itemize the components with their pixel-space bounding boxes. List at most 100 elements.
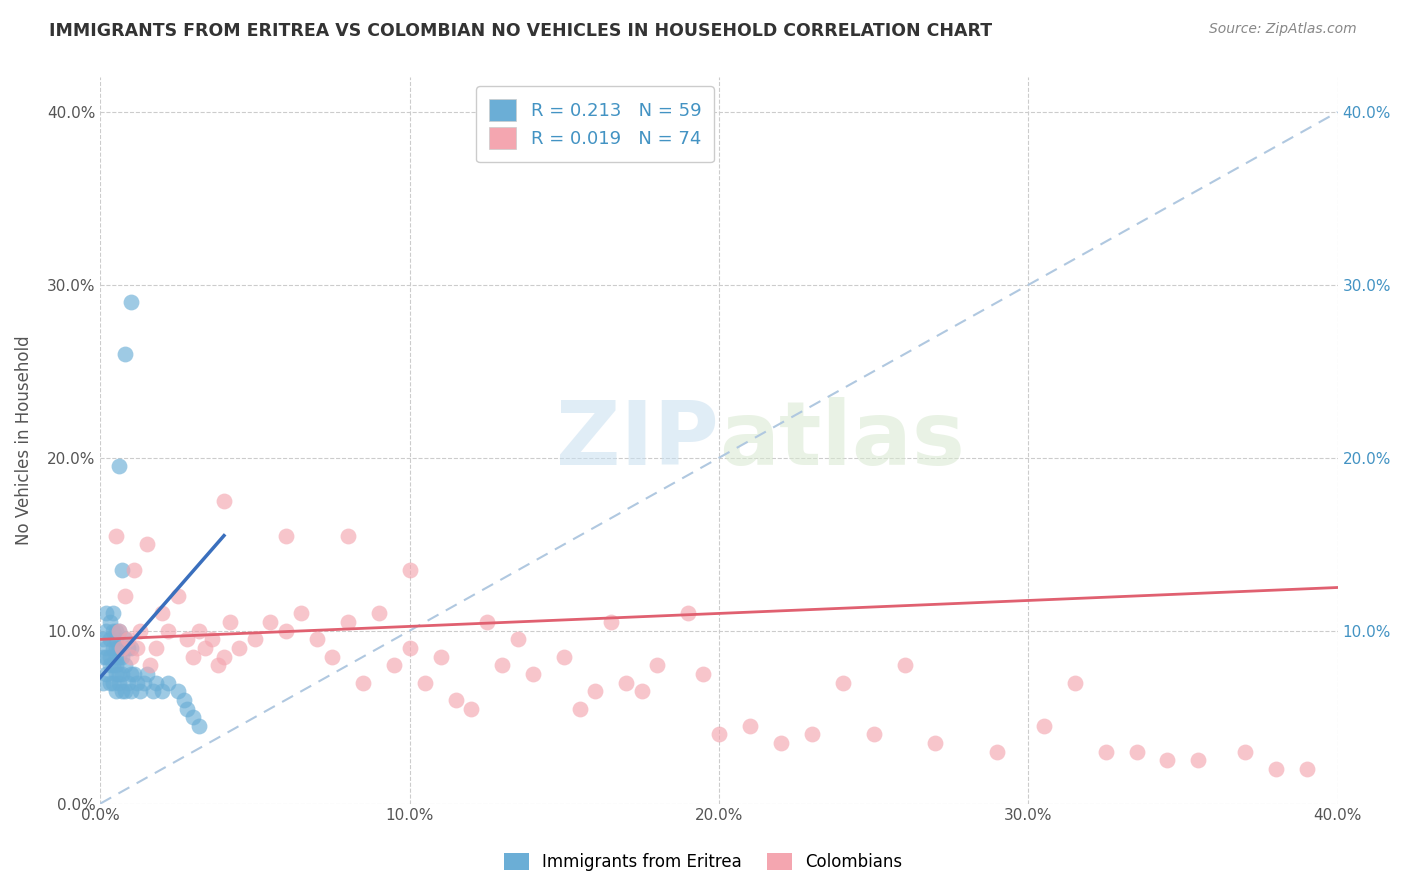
Point [1156, 753, 1178, 767]
Point [924, 736, 946, 750]
Point [129, 624, 152, 638]
Point [104, 624, 127, 638]
Point [398, 563, 420, 577]
Point [460, 701, 482, 715]
Point [101, 675, 124, 690]
Point [129, 684, 152, 698]
Point [181, 649, 204, 664]
Point [111, 667, 134, 681]
Point [101, 658, 124, 673]
Point [93, 675, 115, 690]
Point [599, 615, 621, 629]
Text: IMMIGRANTS FROM ERITREA VS COLOMBIAN NO VEHICLES IN HOUSEHOLD CORRELATION CHART: IMMIGRANTS FROM ERITREA VS COLOMBIAN NO … [49, 22, 993, 40]
Point [111, 684, 134, 698]
Point [1032, 719, 1054, 733]
Point [188, 719, 211, 733]
Point [1187, 753, 1209, 767]
Point [114, 589, 136, 603]
Point [176, 701, 198, 715]
Point [188, 624, 211, 638]
Point [274, 624, 297, 638]
Text: atlas: atlas [718, 397, 965, 484]
Point [398, 640, 420, 655]
Point [157, 675, 180, 690]
Point [114, 684, 136, 698]
Point [111, 563, 134, 577]
Point [93, 649, 115, 664]
Point [114, 658, 136, 673]
Point [475, 615, 498, 629]
Point [101, 640, 124, 655]
Point [506, 632, 529, 647]
Point [212, 649, 235, 664]
Point [104, 528, 127, 542]
Point [259, 615, 281, 629]
Point [124, 563, 146, 577]
Point [104, 649, 127, 664]
Point [1233, 745, 1256, 759]
Point [986, 745, 1008, 759]
Point [93, 632, 115, 647]
Point [114, 347, 136, 361]
Point [676, 607, 699, 621]
Point [135, 537, 157, 551]
Point [367, 607, 389, 621]
Point [491, 658, 513, 673]
Point [1094, 745, 1116, 759]
Point [108, 675, 131, 690]
Point [127, 640, 149, 655]
Point [120, 649, 142, 664]
Y-axis label: No Vehicles in Household: No Vehicles in Household [15, 335, 32, 545]
Point [96, 649, 118, 664]
Point [305, 632, 328, 647]
Point [228, 640, 250, 655]
Point [173, 693, 195, 707]
Point [568, 701, 591, 715]
Point [336, 528, 359, 542]
Point [444, 693, 467, 707]
Point [135, 667, 157, 681]
Point [413, 675, 436, 690]
Point [104, 684, 127, 698]
Point [96, 624, 118, 638]
Point [111, 649, 134, 664]
Point [522, 667, 544, 681]
Point [553, 649, 575, 664]
Point [157, 624, 180, 638]
Legend: R = 0.213   N = 59, R = 0.019   N = 74: R = 0.213 N = 59, R = 0.019 N = 74 [477, 87, 714, 162]
Point [614, 675, 637, 690]
Point [108, 667, 131, 681]
Point [1125, 745, 1147, 759]
Point [96, 640, 118, 655]
Point [150, 684, 173, 698]
Point [117, 675, 139, 690]
Point [96, 667, 118, 681]
Point [166, 589, 188, 603]
Point [127, 675, 149, 690]
Point [101, 624, 124, 638]
Point [145, 640, 167, 655]
Point [108, 459, 131, 474]
Point [104, 640, 127, 655]
Point [150, 607, 173, 621]
Point [382, 658, 405, 673]
Point [142, 684, 165, 698]
Point [98, 632, 121, 647]
Point [96, 607, 118, 621]
Point [583, 684, 606, 698]
Point [831, 675, 853, 690]
Point [1063, 675, 1085, 690]
Point [692, 667, 714, 681]
Point [862, 727, 884, 741]
Point [893, 658, 915, 673]
Point [101, 607, 124, 621]
Point [290, 607, 312, 621]
Point [738, 719, 761, 733]
Point [212, 494, 235, 508]
Point [114, 632, 136, 647]
Point [352, 675, 374, 690]
Point [769, 736, 792, 750]
Point [166, 684, 188, 698]
Point [1264, 762, 1286, 776]
Point [181, 710, 204, 724]
